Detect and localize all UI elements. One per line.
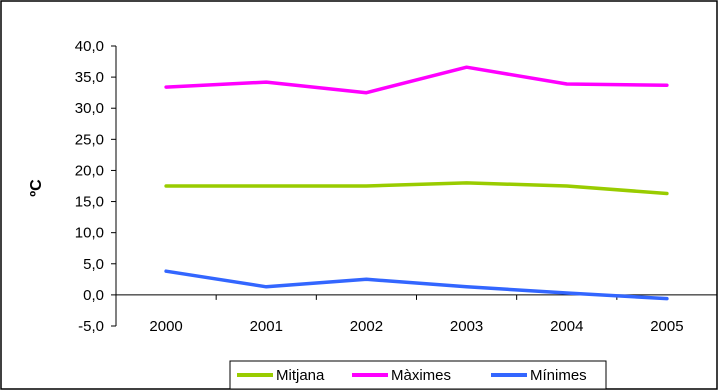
x-tick-label: 2005 <box>650 318 683 335</box>
y-tick-label: 0,0 <box>83 287 104 304</box>
series-line-màximes <box>164 65 669 95</box>
y-tick-label: 35,0 <box>75 69 104 86</box>
y-tick-label: 20,0 <box>75 162 104 179</box>
plot-area: 40,0 35,0 30,0 25,0 20,0 15,0 10,0 5,0 0,0 -5,0 20… <box>75 38 718 335</box>
y-tick-label: 30,0 <box>75 100 104 117</box>
legend-label-mínimes: Mínimes <box>530 367 587 384</box>
legend-label-mitjana: Mitjana <box>276 367 325 384</box>
x-tick-label: 2003 <box>450 318 483 335</box>
y-tick-label: 10,0 <box>75 225 104 242</box>
series-line-mitjana <box>164 181 669 196</box>
y-tick-label: -5,0 <box>78 318 104 335</box>
y-axis-label: ºC <box>28 179 45 197</box>
x-tick-label: 2000 <box>149 318 182 335</box>
legend-box <box>229 360 607 390</box>
x-tick-label: 2004 <box>550 318 583 335</box>
x-tick-label: 2002 <box>350 318 383 335</box>
y-tick-label: 25,0 <box>75 131 104 148</box>
legend: Mitjana Màximes Mínimes <box>229 360 607 390</box>
x-tick-label: 2001 <box>250 318 283 335</box>
legend-label-màximes: Màximes <box>391 367 451 384</box>
y-tick-label: 15,0 <box>75 194 104 211</box>
series-line-mínimes <box>164 269 669 301</box>
y-tick-label: 40,0 <box>75 38 104 55</box>
y-tick-label: 5,0 <box>83 256 104 273</box>
